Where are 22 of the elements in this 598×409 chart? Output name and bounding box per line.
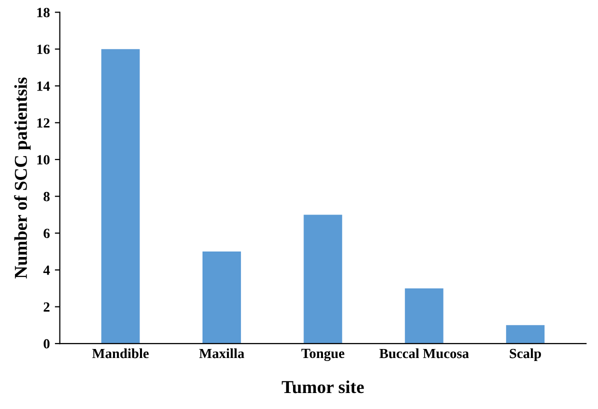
y-tick-label: 6 <box>44 228 50 238</box>
bar <box>202 252 241 344</box>
bar <box>404 288 444 344</box>
x-tick-label: Maxilla <box>199 348 244 358</box>
y-tick-label: 10 <box>37 155 50 164</box>
y-tick-label: 4 <box>43 266 50 275</box>
x-tick-label: Buccal Mucosa <box>379 348 469 358</box>
y-tick-label: 16 <box>37 44 50 54</box>
bar <box>304 214 342 344</box>
y-tick-label: 8 <box>44 192 50 202</box>
y-axis-title: Number of SCC patientsis <box>14 77 31 278</box>
y-tick-label: 12 <box>37 118 50 128</box>
y-tick-label: 14 <box>37 82 50 91</box>
bar <box>101 49 140 344</box>
x-tick-label: Mandible <box>92 348 149 358</box>
x-tick-label: Tongue <box>301 348 344 362</box>
x-axis-title: Tumor site <box>282 380 364 394</box>
bar <box>506 325 545 344</box>
y-tick-label: 0 <box>44 339 50 349</box>
y-tick-label: 2 <box>44 302 50 312</box>
y-tick-label: 18 <box>37 8 50 18</box>
x-tick-label: Scalp <box>510 348 541 362</box>
